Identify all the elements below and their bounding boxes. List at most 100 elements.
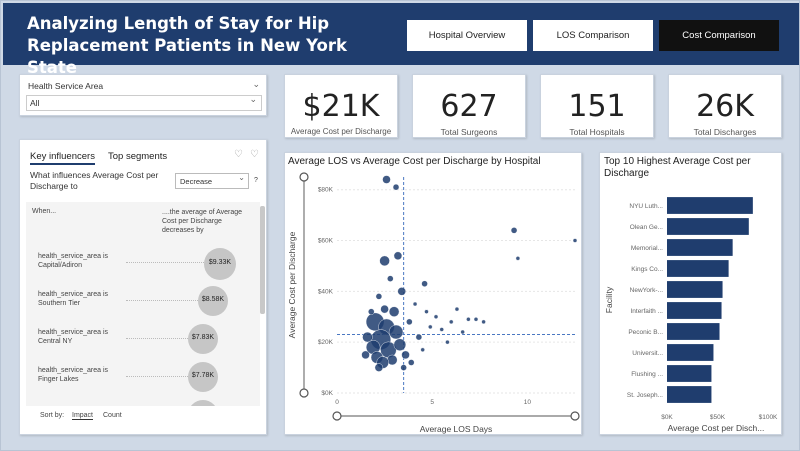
scatter-point <box>361 350 370 360</box>
col-result-header: ....the average of Average Cost per Disc… <box>162 209 243 234</box>
list-item[interactable]: health_service_area is Central NY $7.83K <box>26 324 256 358</box>
connector-line <box>126 338 196 339</box>
chevron-down-icon: ⌄ <box>249 94 257 104</box>
scatter-point <box>368 308 375 315</box>
scatter-point <box>406 318 413 326</box>
bar <box>667 386 712 403</box>
chart-title: Top 10 Highest Average Cost per Discharg… <box>604 156 751 179</box>
hospital-overview-button[interactable]: Hospital Overview <box>407 20 527 51</box>
x-axis-title: Average LOS Days <box>420 424 493 434</box>
y-axis-title: Facility <box>604 286 614 313</box>
x-tick-label: $50K <box>710 414 726 421</box>
thumbs-up-icon[interactable]: ♡ <box>234 149 243 160</box>
scatter-point <box>387 275 394 282</box>
scatter-point <box>388 324 404 340</box>
chevron-down-icon[interactable]: ⌄ <box>252 79 260 89</box>
kpi-label: Total Hospitals <box>569 127 625 137</box>
report-title: Analyzing Length of Stay for Hip Replace… <box>27 14 347 77</box>
sort-count[interactable]: Count <box>103 412 122 419</box>
influencer-condition: health_service_area is Southern Tier <box>38 291 109 307</box>
scatter-point <box>510 227 518 234</box>
impact-bubble-partial <box>188 400 218 406</box>
list-item[interactable]: health_service_area is Capital/Adiron $9… <box>26 246 256 280</box>
scatter-point <box>420 347 425 353</box>
influencer-condition: health_service_area is Finger Lakes <box>38 367 109 383</box>
bar <box>667 365 712 382</box>
scatter-point <box>445 339 450 345</box>
sort-impact[interactable]: Impact <box>72 412 94 420</box>
scatter-point <box>392 183 400 191</box>
category-label: Memorial... <box>631 245 663 252</box>
scatter-point <box>473 317 479 322</box>
category-label: NYU Luth... <box>629 203 663 210</box>
scatter-point <box>428 324 433 330</box>
x-slider-handle <box>332 411 342 421</box>
list-item[interactable]: health_service_area is Southern Tier $8.… <box>26 286 256 320</box>
scatter-point <box>415 333 423 341</box>
impact-value: $7.83K <box>191 334 215 341</box>
scatter-point <box>449 319 454 325</box>
help-icon[interactable]: ? <box>254 177 258 184</box>
kpi-card-avg-cost: $21K Average Cost per Discharge <box>284 74 398 138</box>
direction-dropdown[interactable]: Decrease ⌄ <box>175 173 249 189</box>
impact-value: $9.33K <box>208 259 232 266</box>
key-influencers-visual: Key influencers Top segments ♡ ♡ What in… <box>19 139 267 435</box>
tab-key-influencers[interactable]: Key influencers <box>30 151 95 165</box>
bar <box>667 323 720 340</box>
y-tick-label: $20K <box>318 339 334 346</box>
thumbs-down-icon[interactable]: ♡ <box>250 149 259 160</box>
scatter-point <box>397 287 406 296</box>
bar <box>667 197 753 214</box>
y-tick-label: $80K <box>318 187 334 194</box>
impact-bubble <box>198 286 228 316</box>
y-slider-handle <box>299 172 309 182</box>
impact-bubble <box>188 362 218 392</box>
kpi-label: Average Cost per Discharge <box>290 127 392 136</box>
scatter-point <box>481 319 486 325</box>
scatter-point <box>374 363 384 372</box>
x-tick-label: 5 <box>430 399 434 406</box>
scatter-point <box>515 256 521 261</box>
scatter-point <box>433 314 439 319</box>
bar <box>667 218 749 235</box>
los-comparison-button[interactable]: LOS Comparison <box>533 20 653 51</box>
scatter-point <box>424 309 429 314</box>
scatter-point <box>412 301 418 307</box>
category-label: Peconic B... <box>628 329 663 336</box>
impact-bubble <box>188 324 218 354</box>
chevron-down-icon: ⌄ <box>238 173 245 182</box>
x-tick-label: 10 <box>524 399 532 406</box>
influencer-question: What influences Average Cost per Dischar… <box>30 170 159 191</box>
category-label: Kings Co... <box>631 266 663 273</box>
scatter-point <box>388 306 400 317</box>
bar <box>667 302 722 319</box>
category-label: Olean Ge... <box>630 224 663 231</box>
bar <box>667 239 733 256</box>
sort-label: Sort by: <box>40 412 65 419</box>
scatter-point <box>393 338 407 351</box>
influencer-condition: health_service_area is Central NY <box>38 329 109 345</box>
y-tick-label: $60K <box>318 238 334 245</box>
category-label: Universit... <box>632 350 663 357</box>
scrollbar[interactable] <box>260 206 265 314</box>
connector-line <box>126 262 210 263</box>
slicer-label: Health Service Area <box>28 81 104 91</box>
scatter-chart: $0K $20K $40K $60K $80K 0 5 10 Average LOS Days A… <box>287 172 580 434</box>
tab-top-segments[interactable]: Top segments <box>108 151 168 162</box>
kpi-card-total-hospitals: 151 Total Hospitals <box>540 74 654 138</box>
scatter-point <box>362 331 373 343</box>
impact-value: $8.58K <box>201 296 225 303</box>
bar <box>667 281 723 298</box>
slicer-dropdown[interactable]: All ⌄ <box>26 94 262 111</box>
cost-comparison-button[interactable]: Cost Comparison <box>659 20 779 51</box>
direction-selected: Decrease <box>180 177 213 186</box>
x-tick-label: $100K <box>759 414 778 421</box>
x-tick-label: $0K <box>661 414 673 421</box>
chart-title: Average LOS vs Average Cost per Discharg… <box>288 156 541 167</box>
list-item[interactable]: health_service_area is Finger Lakes $7.7… <box>26 362 256 396</box>
x-slider-handle <box>570 411 580 421</box>
scatter-point <box>379 255 390 267</box>
bar <box>667 260 729 277</box>
impact-bubble <box>204 248 236 280</box>
